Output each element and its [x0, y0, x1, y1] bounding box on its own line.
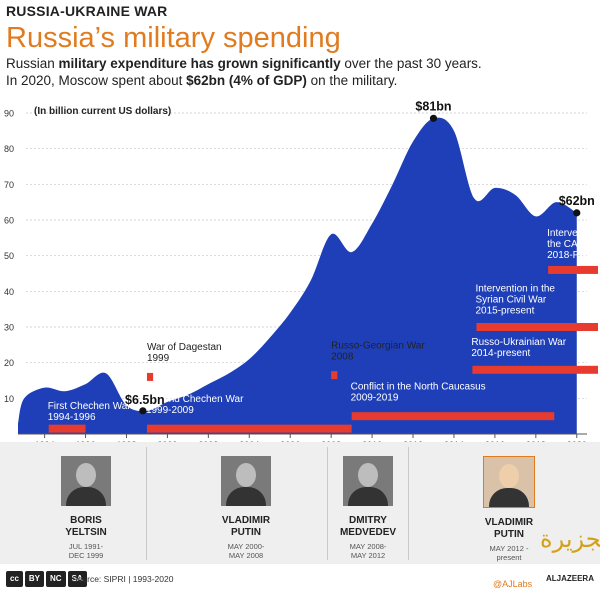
cc-icon: cc [6, 571, 23, 587]
annotation-dot [429, 114, 438, 122]
leader-putin-2: VLADIMIR PUTIN MAY 2012 - present [454, 456, 564, 562]
aljazeera-glyph: الجزيرة [540, 526, 600, 553]
annotation-label: $6.5bn [125, 393, 165, 407]
event-bar [146, 424, 352, 433]
event-label: First Chechen War [48, 401, 132, 412]
y-tick-label: 20 [4, 358, 14, 368]
event-label: Syrian Civil War [475, 294, 546, 305]
annotation-label: $81bn [415, 99, 451, 113]
event-label: 1994-1996 [48, 412, 96, 423]
event-bar [331, 371, 338, 380]
event-label: Intervention in the [475, 283, 555, 294]
event-bar [472, 365, 598, 374]
y-tick-label: 50 [4, 251, 14, 261]
portrait-putin [221, 456, 271, 506]
cc-nc-icon: NC [46, 571, 66, 587]
aljazeera-logo: الجزيرة ALJAZEERA [540, 526, 600, 583]
page-title: Russia’s military spending [6, 22, 341, 54]
event-label: 2014-present [471, 348, 530, 359]
portrait-putin-current [483, 456, 535, 508]
event-label: 1999-2009 [146, 405, 194, 416]
event-label: War of Dagestan [147, 342, 222, 353]
y-tick-label: 10 [4, 394, 14, 404]
y-tick-label: 30 [4, 323, 14, 333]
y-tick-label: 70 [4, 180, 14, 190]
cc-sa-icon: SA [67, 571, 87, 587]
portrait-yeltsin [61, 456, 111, 506]
era-divider [146, 447, 147, 560]
event-label: Russo-Ukrainian War [471, 337, 566, 348]
event-bar [48, 424, 86, 433]
era-divider [327, 447, 328, 560]
cc-license: cc BY NC SA [6, 568, 89, 587]
event-bar [146, 372, 154, 381]
y-tick-label: 40 [4, 287, 14, 297]
source-note: Source: SIPRI | 1993-2020 [72, 574, 174, 584]
portrait-medvedev [343, 456, 393, 506]
event-label: 2009-2019 [351, 392, 399, 403]
subtitle-line-1: Russian military expenditure has grown s… [6, 56, 482, 71]
subtitle-line-2: In 2020, Moscow spent about $62bn (4% of… [6, 73, 398, 88]
event-label: the CAR Civil War [547, 239, 600, 250]
y-tick-label: 60 [4, 216, 14, 226]
event-label: Second Chechen War [146, 394, 244, 405]
unit-label: (In billion current US dollars) [34, 106, 171, 117]
event-label: 2008 [331, 351, 354, 362]
event-label: 2018-Present [547, 250, 600, 261]
cc-by-icon: BY [24, 571, 45, 587]
event-label: Conflict in the North Caucasus [351, 381, 486, 392]
era-divider [408, 447, 409, 560]
aj-handle: @AJLabs [493, 579, 533, 589]
y-tick-label: 80 [4, 144, 14, 154]
event-bar [351, 412, 555, 421]
y-tick-label: 90 [4, 109, 14, 119]
spending-chart: 10 20 30 40 50 60 70 80 90 (In billion current US… [4, 99, 600, 445]
event-label: Intervention in [547, 228, 600, 239]
event-label: 2015-present [475, 305, 534, 316]
event-bar [548, 265, 598, 274]
annotation-label: $62bn [559, 194, 595, 208]
event-bar [476, 323, 598, 331]
event-label: 1999 [147, 353, 170, 364]
leader-putin-1: VLADIMIR PUTIN MAY 2000- MAY 2008 [191, 456, 301, 560]
kicker: RUSSIA-UKRAINE WAR [6, 3, 168, 19]
annotation-dot [573, 209, 581, 217]
event-label: Russo-Georgian War [331, 340, 425, 351]
leader-yeltsin: BORIS YELTSIN JUL 1991- DEC 1999 [31, 456, 141, 560]
leader-medvedev: DMITRY MEDVEDEV MAY 2008- MAY 2012 [313, 456, 423, 560]
annotation-dot [139, 407, 147, 415]
spending-area [18, 117, 577, 435]
